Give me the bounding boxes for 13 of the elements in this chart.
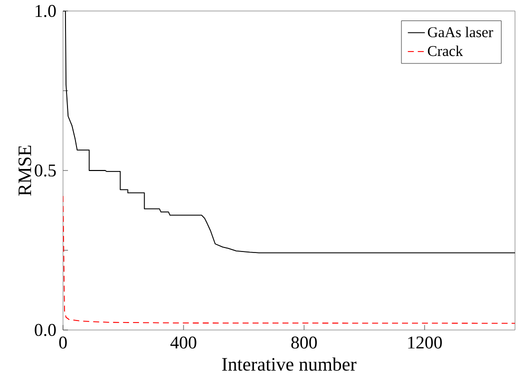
x-tick-label: 400 [170,336,196,349]
y-axis-title: RMSE [18,146,32,196]
y-tick-label: 0.0 [34,324,56,336]
line-series [63,196,516,324]
legend-label: GaAs laser [428,26,494,38]
y-tick-label: 1.0 [36,4,56,18]
x-tick-label: 800 [291,336,317,349]
y-tick-label: 0.5 [34,164,56,177]
x-tick-label: 1200 [408,336,442,349]
line-series [63,10,516,254]
x-axis-title: Interative number [222,357,356,371]
x-tick-label: 0 [59,336,67,349]
legend-label: Crack [428,46,463,56]
